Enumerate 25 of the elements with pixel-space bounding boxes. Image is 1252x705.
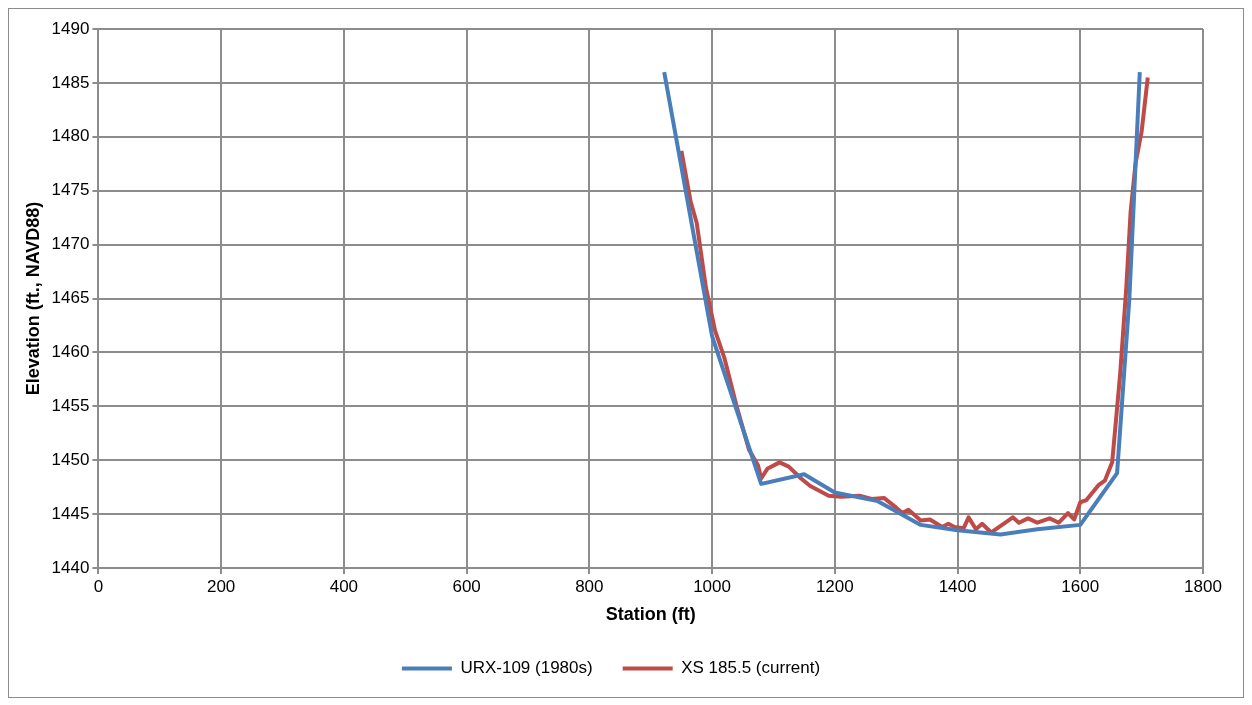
x-axis-title: Station (ft) (605, 604, 696, 625)
y-tick-label: 1445 (51, 503, 90, 523)
y-tick-label: 1480 (51, 126, 90, 146)
legend-label: XS 185.5 (current) (681, 658, 821, 678)
legend-label: URX-109 (1980s) (460, 658, 593, 678)
x-tick-label: 400 (329, 576, 359, 596)
y-tick-label: 1455 (51, 395, 90, 415)
x-tick-label: 200 (206, 576, 236, 596)
x-tick-label: 800 (575, 576, 604, 596)
y-tick-label: 1490 (51, 18, 90, 38)
y-tick-label: 1470 (51, 234, 90, 254)
y-axis-title: Elevation (ft., NAVD88) (22, 201, 43, 396)
x-tick-label: 1800 (1184, 576, 1222, 596)
x-tick-label: 1200 (815, 576, 854, 596)
x-tick-label: 1400 (938, 576, 977, 596)
x-tick-label: 1600 (1061, 576, 1100, 596)
y-tick-label: 1475 (51, 180, 90, 200)
y-tick-label: 1485 (51, 72, 90, 92)
x-tick-label: 600 (452, 576, 481, 596)
x-tick-label: 0 (93, 576, 104, 596)
y-tick-label: 1450 (51, 449, 90, 469)
x-tick-label: 1000 (693, 576, 731, 596)
y-tick-label: 1465 (51, 288, 90, 308)
y-tick-label: 1440 (51, 557, 90, 577)
y-tick-label: 1460 (51, 342, 90, 362)
